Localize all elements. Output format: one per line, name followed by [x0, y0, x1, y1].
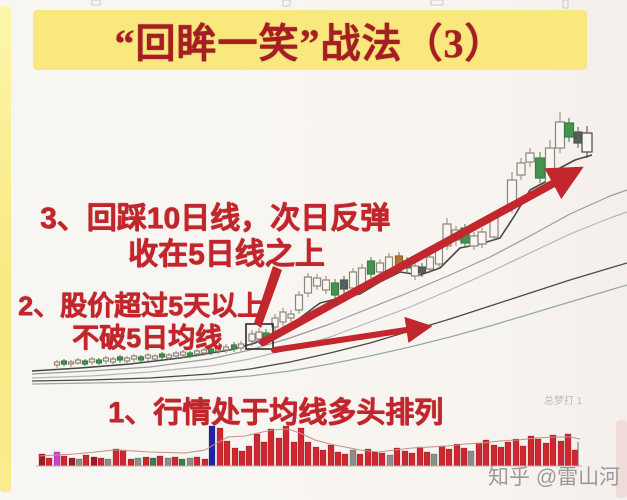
- zhihu-watermark: 知乎 @雷山河: [488, 466, 621, 489]
- page-title: “回眸一笑”战法（3）: [114, 21, 506, 66]
- right-edge-smudge: [616, 420, 627, 498]
- title-banner: “回眸一笑”战法（3）: [33, 10, 587, 70]
- annotation-3-line2: 收在5日线之上: [128, 238, 325, 271]
- chart-watermark: 总梦打 1: [544, 396, 583, 407]
- volume-bars: [36, 425, 582, 467]
- left-yellow-strip: [0, 6, 11, 492]
- scan-edge-artifacts: [91, 0, 569, 9]
- annotation-1-line1: 1、行情处于均线多头排列: [108, 397, 444, 429]
- annotation-2-line1: 2、股价超过5天以上: [18, 291, 265, 321]
- annotation-2-line2: 不破5日均线: [72, 323, 223, 353]
- trend-arrows: [254, 166, 584, 353]
- annotation-3-line1: 3、回踩10日线，次日反弹: [40, 202, 391, 235]
- moving-average-lines: [31, 154, 627, 385]
